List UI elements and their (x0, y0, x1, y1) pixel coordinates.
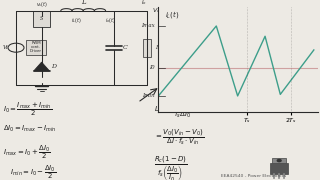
Text: Imax: Imax (141, 24, 155, 28)
Text: Imin: Imin (143, 93, 155, 98)
Text: Driver: Driver (30, 49, 42, 53)
Text: $i_L(t)$: $i_L(t)$ (165, 9, 179, 20)
Text: $=\dfrac{V_0(V_{in}-V_0)}{\Delta I\cdot f_s\cdot V_{in}}$: $=\dfrac{V_0(V_{in}-V_0)}{\Delta I\cdot … (154, 128, 204, 147)
Polygon shape (272, 158, 286, 163)
Text: $i_o(t)$: $i_o(t)$ (105, 16, 116, 25)
Text: S: S (40, 16, 43, 21)
Circle shape (277, 159, 281, 162)
Text: $L=\dfrac{V_0(1-D)}{f_s\Delta I_0}$: $L=\dfrac{V_0(1-D)}{f_s\Delta I_0}$ (154, 101, 200, 120)
Polygon shape (270, 163, 288, 174)
Polygon shape (34, 62, 50, 71)
Text: Vi: Vi (2, 45, 8, 50)
Text: $V_o$: $V_o$ (152, 6, 161, 15)
Text: I0: I0 (149, 65, 155, 70)
Text: EEA42540 - Power Electronics: EEA42540 - Power Electronics (221, 174, 286, 178)
Text: cont.: cont. (31, 45, 41, 49)
Text: $I_o$: $I_o$ (141, 0, 147, 7)
Text: D: D (51, 64, 56, 69)
Text: PWM: PWM (31, 41, 41, 45)
Text: $I_{max} = I_0+\dfrac{\Delta I_0}{2}$: $I_{max} = I_0+\dfrac{\Delta I_0}{2}$ (3, 144, 51, 161)
Text: $\dfrac{R_c(1-D)}{f_s\left(\dfrac{\Delta I_0}{I_0}\right)}$: $\dfrac{R_c(1-D)}{f_s\left(\dfrac{\Delta… (154, 155, 187, 180)
Text: C: C (123, 45, 127, 50)
Text: $i_L(t)$: $i_L(t)$ (71, 16, 82, 25)
Text: L: L (81, 0, 85, 6)
Bar (33, 11, 51, 27)
Text: $\Delta I_0 = I_{max}-I_{min}$: $\Delta I_0 = I_{max}-I_{min}$ (3, 124, 56, 134)
Text: $I_0 = \dfrac{I_{max}+I_{min}}{2}$: $I_0 = \dfrac{I_{max}+I_{min}}{2}$ (3, 101, 52, 118)
Text: R: R (155, 45, 159, 50)
Bar (143, 39, 151, 57)
Text: $I_{min} = I_0-\dfrac{\Delta I_0}{2}$: $I_{min} = I_0-\dfrac{\Delta I_0}{2}$ (10, 164, 56, 180)
Bar (26, 40, 46, 55)
Text: $v_s(t)$: $v_s(t)$ (36, 0, 48, 9)
